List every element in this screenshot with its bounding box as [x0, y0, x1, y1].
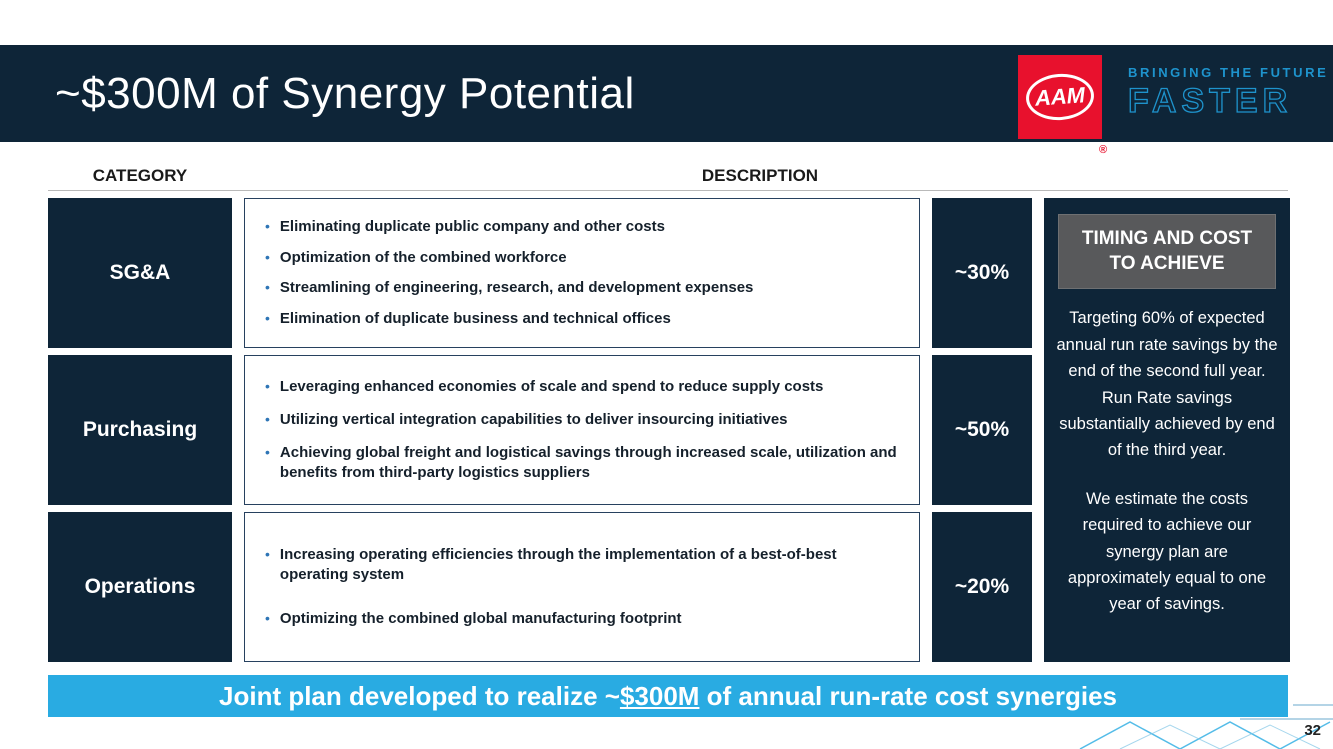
category-box-purchasing: Purchasing — [48, 355, 232, 505]
bullet-icon: • — [265, 279, 270, 296]
percent-box-operations: ~20% — [932, 512, 1032, 662]
column-headers: CATEGORY DESCRIPTION — [48, 165, 1288, 187]
bullet-item: • Elimination of duplicate business and t… — [265, 309, 671, 327]
bullet-item: • Leveraging enhanced economies of scale … — [265, 377, 824, 395]
page-number: 32 — [1304, 722, 1321, 739]
timing-paragraph-2: We estimate the costs required to achiev… — [1067, 489, 1267, 614]
tagline-faster: FASTER — [1127, 82, 1293, 120]
description-box-purchasing: • Leveraging enhanced economies of scale … — [244, 355, 920, 505]
tagline-line1: BRINGING THE FUTURE — [1128, 65, 1329, 80]
header-bar: ~$300M of Synergy Potential AAM ® BRINGI… — [0, 45, 1333, 156]
synergy-table: SG&A • Eliminating duplicate public compa… — [48, 198, 1290, 662]
header-divider — [48, 190, 1288, 191]
summary-banner-text: Joint plan developed to realize ~$300M o… — [219, 680, 1117, 711]
aam-logo-oval: AAM — [1024, 71, 1096, 123]
aam-logo: AAM — [1018, 55, 1102, 139]
bullet-item: • Eliminating duplicate public company an… — [265, 218, 665, 236]
bullet-icon: • — [265, 309, 270, 326]
bullet-item: • Optimizing the combined global manufact… — [265, 610, 682, 627]
description-box-operations: • Increasing operating efficiencies throu… — [244, 512, 920, 662]
description-column-header: DESCRIPTION — [701, 166, 819, 185]
content-area: CATEGORY DESCRIPTION SG&A • Eliminating d… — [48, 165, 1290, 717]
bullet-icon: • — [265, 545, 270, 562]
bullet-icon: • — [265, 443, 270, 460]
summary-banner: Joint plan developed to realize ~$300M o… — [48, 675, 1288, 717]
timing-paragraph-1: Targeting 60% of expected annual run rat… — [1056, 309, 1278, 460]
description-box-sga: • Eliminating duplicate public company an… — [244, 198, 920, 348]
category-column-header: CATEGORY — [92, 166, 188, 185]
category-box-operations: Operations — [48, 512, 232, 662]
bullet-icon: • — [265, 248, 270, 265]
bullet-icon: • — [265, 377, 270, 394]
slide-title: ~$300M of Synergy Potential — [55, 68, 635, 118]
bullet-item: • Utilizing vertical integration capabili… — [265, 410, 788, 428]
banner-highlight: $300M — [619, 680, 700, 711]
bullet-icon: • — [265, 218, 270, 235]
percent-box-sga: ~30% — [932, 198, 1032, 348]
bullet-item: • Streamlining of engineering, research, … — [265, 279, 754, 297]
bullet-icon: • — [265, 610, 270, 626]
bullet-item: • Increasing operating efficiencies throu… — [265, 545, 837, 583]
bullet-item: • Achieving global freight and logistical… — [265, 443, 897, 481]
bullet-item: • Optimization of the combined workforce — [265, 248, 567, 266]
timing-cost-title: TIMING AND COST TO ACHIEVE — [1058, 214, 1276, 290]
percent-box-purchasing: ~50% — [932, 355, 1032, 505]
aam-logo-text: AAM — [1034, 82, 1086, 111]
timing-cost-panel: TIMING AND COST TO ACHIEVE Targeting 60%… — [1044, 198, 1290, 662]
bullet-icon: • — [265, 410, 270, 427]
brand-tagline: BRINGING THE FUTURE FASTER — [1127, 65, 1329, 120]
category-box-sga: SG&A — [48, 198, 232, 348]
registered-trademark-icon: ® — [1099, 144, 1108, 156]
